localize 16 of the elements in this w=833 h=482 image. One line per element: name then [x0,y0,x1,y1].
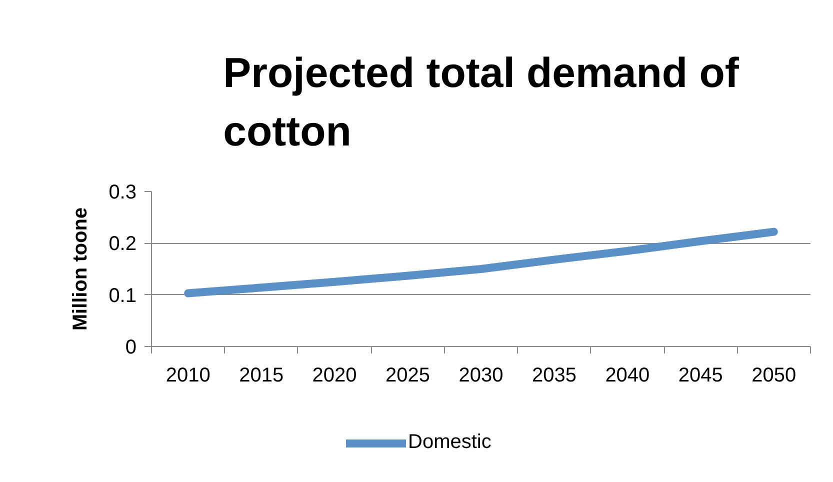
y-tick-label: 0.3 [108,182,137,204]
x-tick-label: 2025 [386,364,430,386]
x-tick-label: 2015 [239,364,284,386]
y-tick-label: 0.1 [108,284,137,307]
chart-title: Projected total demand of cotton [223,48,740,154]
x-tick-label: 2045 [678,364,723,386]
y-tick-label: 0 [125,336,136,358]
y-axis-title: Million toone [70,207,92,331]
y-tick-label: 0.2 [108,233,137,256]
x-tick-label: 2030 [458,364,504,386]
legend-label: Domestic [408,431,492,454]
x-tick-label: 2020 [312,364,357,386]
x-tick-label: 2050 [752,364,796,386]
x-tick-label: 2040 [605,364,650,386]
x-tick-label: 2035 [532,364,576,386]
x-tick-label: 2010 [166,364,210,386]
